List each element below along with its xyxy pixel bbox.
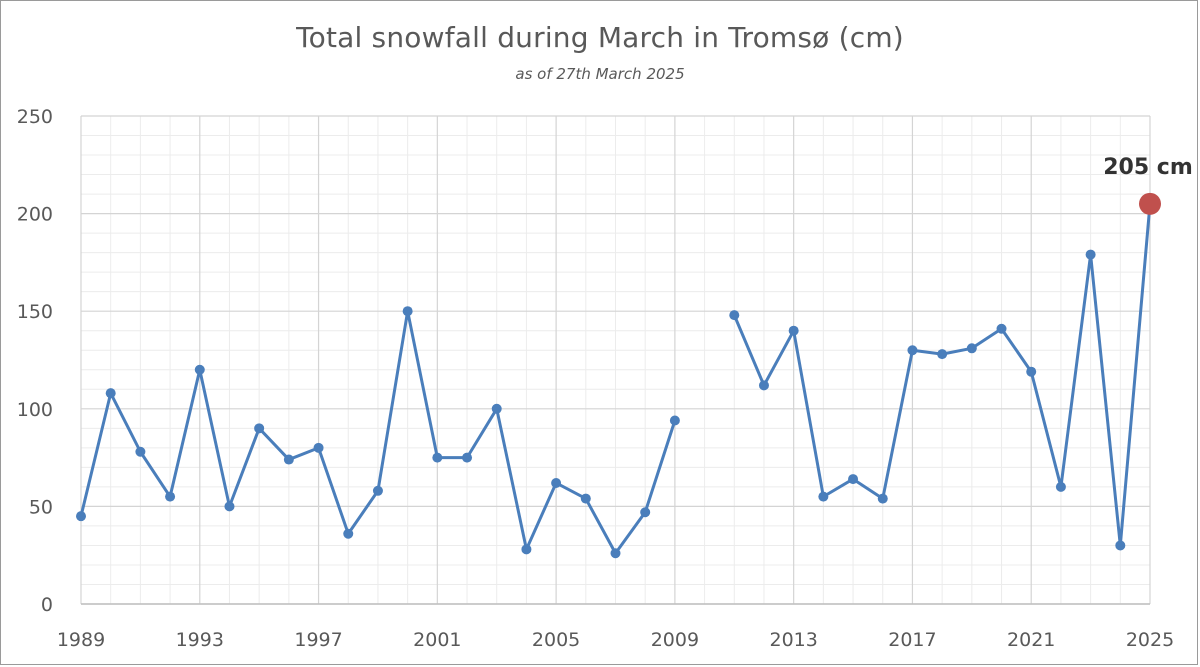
- data-point: [432, 452, 443, 463]
- y-tick-label: 250: [17, 106, 53, 128]
- data-point: [105, 388, 116, 399]
- data-point: [996, 323, 1007, 334]
- data-point: [1026, 366, 1037, 377]
- data-point: [640, 507, 651, 518]
- data-point: [343, 528, 354, 539]
- x-tick-label: 2001: [413, 629, 461, 651]
- x-tick-label: 2021: [1007, 629, 1055, 651]
- data-point: [669, 415, 680, 426]
- data-point: [402, 306, 413, 317]
- data-point: [283, 454, 294, 465]
- chart-subtitle: as of 27th March 2025: [515, 65, 685, 83]
- data-point: [194, 364, 205, 375]
- data-point: [1115, 540, 1126, 551]
- data-point: [610, 548, 621, 559]
- y-tick-label: 150: [17, 301, 53, 323]
- data-point: [818, 491, 829, 502]
- data-point: [758, 380, 769, 391]
- data-point: [313, 442, 324, 453]
- y-tick-label: 100: [17, 399, 53, 421]
- data-point: [372, 485, 383, 496]
- data-point: [848, 474, 859, 485]
- x-tick-label: 1993: [176, 629, 224, 651]
- highlight-label: 205 cm: [1103, 155, 1193, 180]
- data-point: [1085, 249, 1096, 260]
- data-point: [877, 493, 888, 504]
- data-point: [135, 446, 146, 457]
- x-tick-label: 1989: [57, 629, 105, 651]
- x-tick-label: 2005: [532, 629, 580, 651]
- highlight-point: [1139, 192, 1161, 215]
- x-tick-label: 2017: [888, 629, 936, 651]
- data-point: [165, 491, 176, 502]
- data-point: [729, 310, 740, 321]
- x-tick-label: 2025: [1126, 629, 1174, 651]
- data-point: [551, 477, 562, 488]
- data-point: [1055, 481, 1066, 492]
- y-tick-label: 200: [17, 204, 53, 226]
- data-point: [491, 403, 502, 414]
- chart-title: Total snowfall during March in Tromsø (c…: [296, 21, 904, 54]
- y-tick-label: 50: [29, 496, 53, 518]
- data-point: [521, 544, 532, 555]
- data-point: [76, 511, 86, 522]
- x-tick-label: 2013: [769, 629, 817, 651]
- x-tick-label: 2009: [651, 629, 699, 651]
- data-point: [788, 325, 799, 336]
- data-point: [937, 349, 948, 360]
- data-point: [580, 493, 591, 504]
- data-point: [462, 452, 473, 463]
- data-point: [254, 423, 265, 434]
- data-point: [224, 501, 235, 512]
- data-point: [966, 343, 977, 354]
- data-point: [907, 345, 918, 356]
- y-tick-label: 0: [41, 594, 53, 616]
- x-tick-label: 1997: [294, 629, 342, 651]
